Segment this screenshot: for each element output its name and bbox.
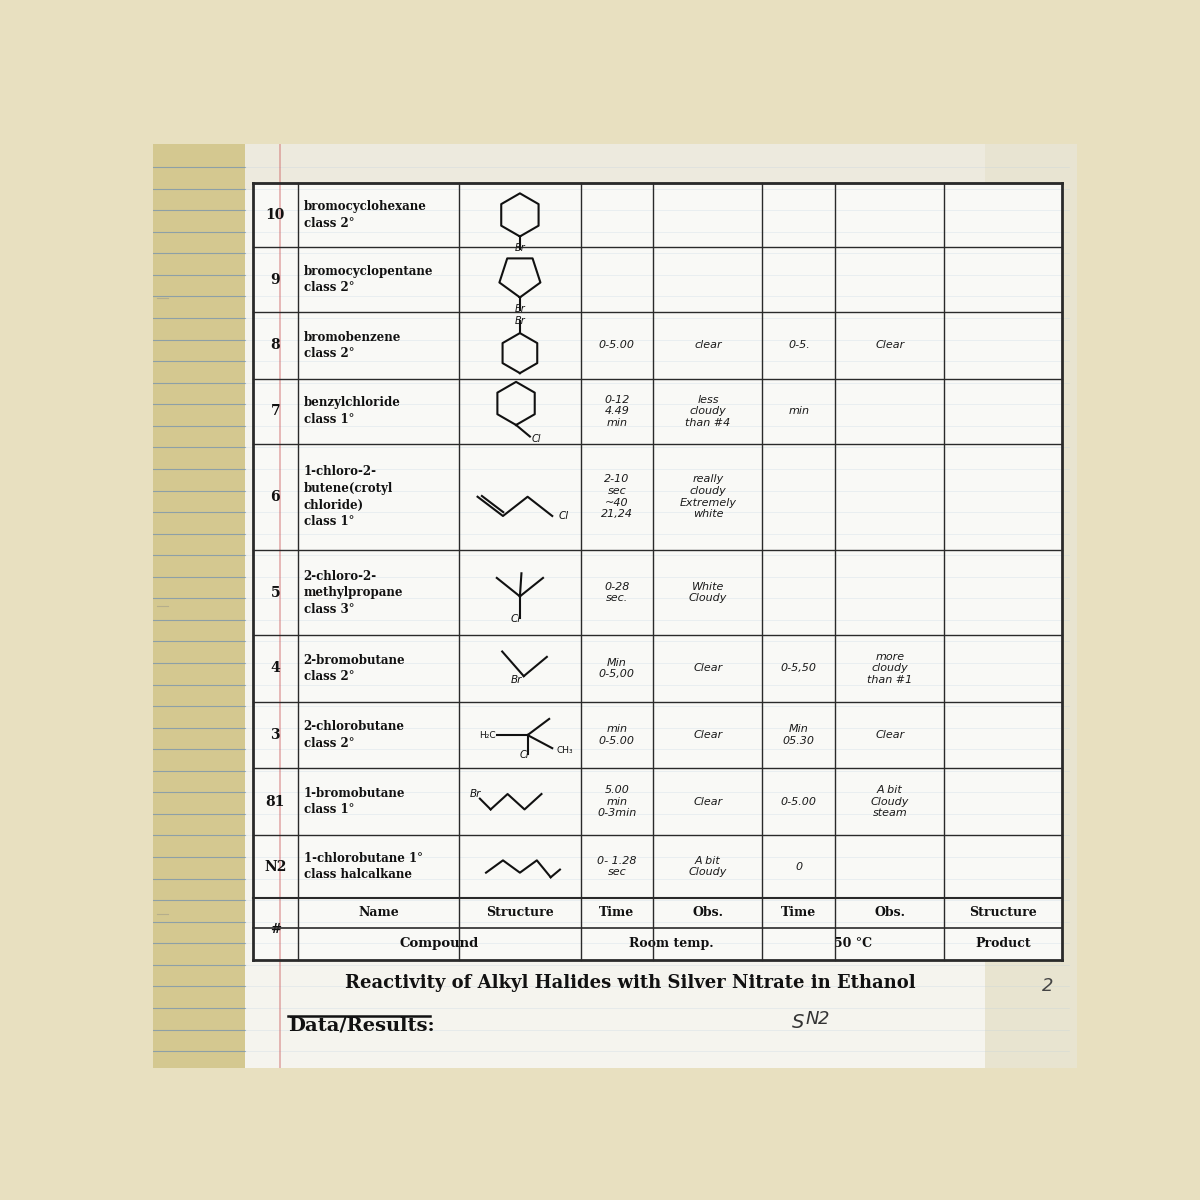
- Text: Name: Name: [358, 906, 398, 919]
- Text: CH₃: CH₃: [557, 746, 574, 755]
- Text: 9: 9: [270, 272, 280, 287]
- Text: 0: 0: [796, 862, 803, 871]
- Text: Br: Br: [510, 676, 522, 685]
- Text: S: S: [792, 1013, 804, 1032]
- Text: Time: Time: [781, 906, 816, 919]
- Text: 2-bromobutane
class 2°: 2-bromobutane class 2°: [304, 654, 406, 683]
- Text: Br: Br: [469, 790, 481, 799]
- Text: 1-chloro-2-
butene(crotyl
chloride)
class 1°: 1-chloro-2- butene(crotyl chloride) clas…: [304, 466, 392, 528]
- Text: 0- 1.28
sec: 0- 1.28 sec: [598, 856, 637, 877]
- Text: 0-12
4.49
min: 0-12 4.49 min: [605, 395, 630, 427]
- Text: bromocyclohexane
class 2°: bromocyclohexane class 2°: [304, 200, 427, 229]
- Text: Cl: Cl: [520, 750, 529, 761]
- Text: 0-5.00: 0-5.00: [599, 341, 635, 350]
- Text: N: N: [806, 1010, 820, 1028]
- Text: 3: 3: [270, 728, 280, 742]
- Text: Clear: Clear: [875, 730, 905, 740]
- Text: Clear: Clear: [875, 341, 905, 350]
- Text: bromocyclopentane
class 2°: bromocyclopentane class 2°: [304, 265, 433, 294]
- Bar: [985, 144, 1078, 1068]
- Text: 81: 81: [265, 794, 286, 809]
- Text: 1-chlorobutane 1°
class halcalkane: 1-chlorobutane 1° class halcalkane: [304, 852, 422, 881]
- Text: 2-chloro-2-
methylpropane
class 3°: 2-chloro-2- methylpropane class 3°: [304, 570, 403, 616]
- Text: Clear: Clear: [694, 797, 722, 806]
- Text: 2: 2: [1043, 977, 1054, 995]
- Text: Product: Product: [976, 937, 1031, 950]
- Text: 1-bromobutane
class 1°: 1-bromobutane class 1°: [304, 787, 406, 816]
- Text: 0-5.00: 0-5.00: [781, 797, 817, 806]
- Text: 2: 2: [818, 1010, 829, 1028]
- Text: Cl: Cl: [511, 614, 521, 624]
- Text: 7: 7: [270, 404, 280, 418]
- Text: Obs.: Obs.: [692, 906, 724, 919]
- Text: Room temp.: Room temp.: [629, 937, 714, 950]
- Text: bromobenzene
class 2°: bromobenzene class 2°: [304, 331, 401, 360]
- Bar: [246, 144, 1078, 190]
- Text: 2-10
sec
~40
21,24: 2-10 sec ~40 21,24: [601, 474, 632, 520]
- Text: benzylchloride
class 1°: benzylchloride class 1°: [304, 396, 401, 426]
- Text: clear: clear: [694, 341, 721, 350]
- Text: A bit
Cloudy
steam: A bit Cloudy steam: [871, 785, 908, 818]
- Text: Br: Br: [515, 305, 526, 314]
- Text: A bit
Cloudy: A bit Cloudy: [689, 856, 727, 877]
- Text: White
Cloudy: White Cloudy: [689, 582, 727, 604]
- Text: 8: 8: [270, 338, 280, 353]
- Text: min
0-5.00: min 0-5.00: [599, 725, 635, 746]
- Text: Min
0-5,00: Min 0-5,00: [599, 658, 635, 679]
- Text: Time: Time: [599, 906, 635, 919]
- Text: 5: 5: [270, 586, 280, 600]
- Text: Reactivity of Alkyl Halides with Silver Nitrate in Ethanol: Reactivity of Alkyl Halides with Silver …: [346, 974, 916, 992]
- Text: Data/Results:: Data/Results:: [288, 1016, 434, 1034]
- Text: Clear: Clear: [694, 730, 722, 740]
- Text: Cl: Cl: [532, 434, 541, 444]
- Bar: [253, 182, 1062, 960]
- Text: Br: Br: [515, 316, 526, 326]
- Text: min: min: [788, 406, 809, 416]
- Text: 10: 10: [265, 208, 286, 222]
- Text: 2-chlorobutane
class 2°: 2-chlorobutane class 2°: [304, 720, 404, 750]
- Text: Min
05.30: Min 05.30: [782, 725, 815, 746]
- Text: 0-28
sec.: 0-28 sec.: [605, 582, 630, 604]
- Text: Compound: Compound: [400, 937, 479, 950]
- Bar: [154, 144, 253, 1068]
- Text: really
cloudy
Extremely
white: really cloudy Extremely white: [679, 474, 737, 520]
- Text: 50 °C: 50 °C: [834, 937, 872, 950]
- Text: more
cloudy
than #1: more cloudy than #1: [868, 652, 912, 685]
- Text: 5.00
min
0-3min: 5.00 min 0-3min: [598, 785, 636, 818]
- Text: 0-5,50: 0-5,50: [781, 664, 817, 673]
- Text: N2: N2: [264, 859, 287, 874]
- Text: 4: 4: [270, 661, 281, 676]
- Text: #: #: [270, 923, 281, 936]
- Text: Cl: Cl: [558, 511, 569, 521]
- Text: Clear: Clear: [694, 664, 722, 673]
- Text: Obs.: Obs.: [875, 906, 905, 919]
- Text: 6: 6: [270, 490, 280, 504]
- Text: less
cloudy
than #4: less cloudy than #4: [685, 395, 731, 427]
- Text: Structure: Structure: [486, 906, 553, 919]
- Text: Structure: Structure: [970, 906, 1037, 919]
- Text: H₂C: H₂C: [479, 731, 496, 739]
- Text: 0-5.: 0-5.: [788, 341, 810, 350]
- Text: Br: Br: [515, 244, 526, 253]
